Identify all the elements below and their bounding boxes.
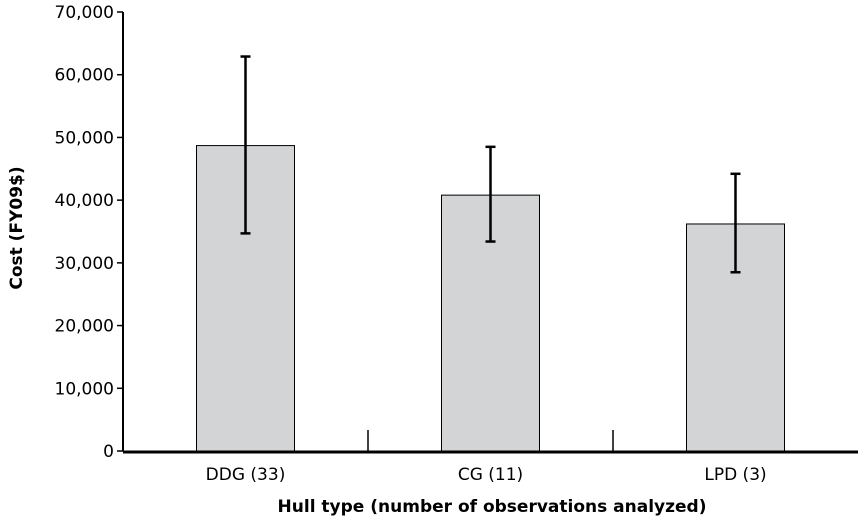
error-bars-layer — [240, 55, 741, 274]
x-tick-label-1: DDG (33) — [206, 465, 286, 485]
y-axis-title: Cost (FY09$) — [7, 166, 27, 289]
y-tick-label-5: 50,000 — [55, 128, 114, 148]
y-tick-label-2: 20,000 — [55, 317, 114, 337]
y-ticks-layer: 0 10,000 20,000 30,000 40,000 50,000 60,000 70,… — [55, 3, 123, 462]
y-tick-label-4: 40,000 — [55, 191, 114, 211]
y-tick-label-7: 70,000 — [55, 3, 114, 23]
x-axis-title: Hull type (number of observations analyz… — [278, 497, 707, 517]
x-tick-label-3: LPD (3) — [704, 465, 766, 485]
x-ticks-layer: DDG (33) CG (11) LPD (3) — [206, 430, 767, 485]
y-tick-label-3: 30,000 — [55, 254, 114, 274]
axes-layer — [122, 12, 858, 454]
y-tick-label-0: 0 — [103, 442, 114, 462]
y-tick-label-6: 60,000 — [55, 66, 114, 86]
y-tick-label-1: 10,000 — [55, 379, 114, 399]
x-tick-label-2: CG (11) — [458, 465, 523, 485]
